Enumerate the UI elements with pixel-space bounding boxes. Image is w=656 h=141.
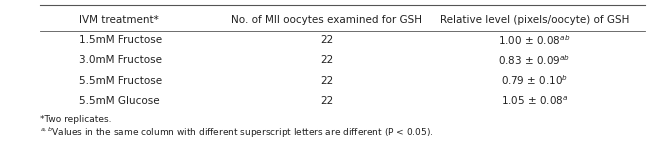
Text: 22: 22: [319, 96, 333, 106]
Text: *Two replicates.: *Two replicates.: [41, 115, 112, 124]
Text: $^{a,b}$Values in the same column with different superscript letters are differe: $^{a,b}$Values in the same column with d…: [41, 126, 434, 140]
Text: 1.5mM Fructose: 1.5mM Fructose: [79, 35, 163, 45]
Text: 0.79 ± 0.10$^{b}$: 0.79 ± 0.10$^{b}$: [501, 74, 568, 87]
Text: 22: 22: [319, 35, 333, 45]
Text: Relative level (pixels/oocyte) of GSH: Relative level (pixels/oocyte) of GSH: [440, 15, 629, 25]
Text: 5.5mM Glucose: 5.5mM Glucose: [79, 96, 160, 106]
Text: 5.5mM Fructose: 5.5mM Fructose: [79, 76, 163, 86]
Text: 22: 22: [319, 55, 333, 65]
Text: No. of MII oocytes examined for GSH: No. of MII oocytes examined for GSH: [231, 15, 422, 25]
Text: 22: 22: [319, 76, 333, 86]
Text: 1.05 ± 0.08$^{a}$: 1.05 ± 0.08$^{a}$: [501, 94, 568, 107]
Text: 3.0mM Fructose: 3.0mM Fructose: [79, 55, 163, 65]
Text: 0.83 ± 0.09$^{ab}$: 0.83 ± 0.09$^{ab}$: [499, 54, 571, 67]
Text: 1.00 ± 0.08$^{ab}$: 1.00 ± 0.08$^{ab}$: [499, 34, 571, 47]
Text: IVM treatment*: IVM treatment*: [79, 15, 159, 25]
